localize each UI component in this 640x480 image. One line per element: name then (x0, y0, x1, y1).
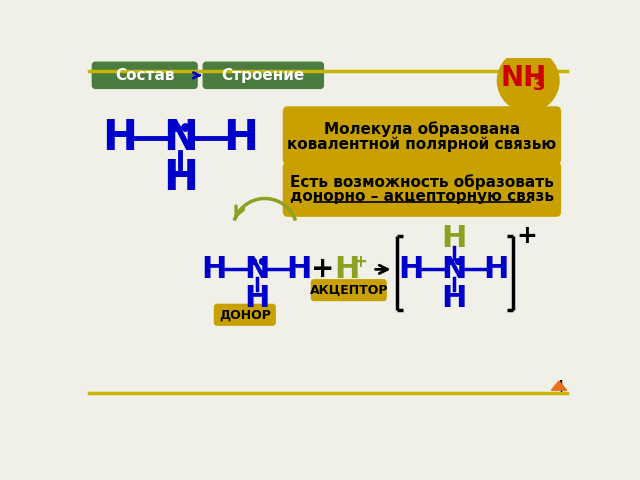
Text: H: H (441, 224, 466, 253)
FancyBboxPatch shape (204, 62, 323, 88)
FancyBboxPatch shape (284, 163, 560, 216)
FancyBboxPatch shape (92, 62, 197, 88)
Text: N: N (244, 255, 270, 284)
Text: +: + (516, 224, 537, 248)
Text: H: H (223, 118, 258, 159)
Text: N: N (163, 118, 198, 159)
Text: H: H (483, 255, 509, 284)
Text: ковалентной полярной связью: ковалентной полярной связью (287, 136, 557, 152)
Text: Есть возможность образовать: Есть возможность образовать (290, 174, 554, 190)
Circle shape (497, 50, 559, 111)
Text: H: H (335, 255, 360, 284)
Text: ДОНОР: ДОНОР (219, 308, 271, 321)
Polygon shape (551, 381, 566, 390)
FancyBboxPatch shape (284, 108, 560, 163)
Text: Состав: Состав (115, 68, 175, 83)
Text: АКЦЕПТОР: АКЦЕПТОР (310, 284, 388, 297)
Text: H: H (441, 284, 466, 313)
FancyBboxPatch shape (312, 280, 386, 300)
Text: +: + (311, 255, 334, 283)
Text: +: + (353, 252, 367, 271)
Text: H: H (399, 255, 424, 284)
Text: Молекула образована: Молекула образована (324, 121, 520, 137)
Text: N: N (441, 255, 466, 284)
Text: NH: NH (500, 64, 547, 92)
Text: H: H (163, 156, 198, 199)
FancyBboxPatch shape (215, 305, 275, 325)
Text: 3: 3 (532, 76, 545, 95)
Text: H: H (286, 255, 312, 284)
Text: H: H (244, 284, 270, 313)
Text: 4: 4 (554, 380, 564, 395)
Text: Строение: Строение (221, 68, 305, 83)
Text: H: H (102, 118, 138, 159)
Text: H: H (202, 255, 227, 284)
Text: донорно – акцепторную связь: донорно – акцепторную связь (290, 190, 554, 204)
